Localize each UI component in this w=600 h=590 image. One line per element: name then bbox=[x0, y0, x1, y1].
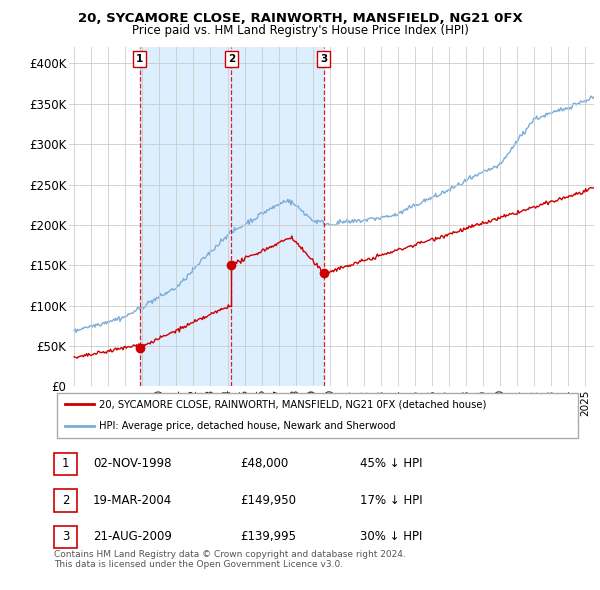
Text: 45% ↓ HPI: 45% ↓ HPI bbox=[360, 457, 422, 470]
Text: 17% ↓ HPI: 17% ↓ HPI bbox=[360, 494, 422, 507]
Text: 21-AUG-2009: 21-AUG-2009 bbox=[93, 530, 172, 543]
Text: 1: 1 bbox=[62, 457, 69, 470]
Bar bbox=[231, 47, 323, 386]
Text: 20, SYCAMORE CLOSE, RAINWORTH, MANSFIELD, NG21 0FX: 20, SYCAMORE CLOSE, RAINWORTH, MANSFIELD… bbox=[77, 12, 523, 25]
Text: £149,950: £149,950 bbox=[240, 494, 296, 507]
Text: 19-MAR-2004: 19-MAR-2004 bbox=[93, 494, 172, 507]
Text: 20, SYCAMORE CLOSE, RAINWORTH, MANSFIELD, NG21 0FX (detached house): 20, SYCAMORE CLOSE, RAINWORTH, MANSFIELD… bbox=[99, 399, 486, 409]
Text: HPI: Average price, detached house, Newark and Sherwood: HPI: Average price, detached house, Newa… bbox=[99, 421, 395, 431]
Text: 3: 3 bbox=[320, 54, 327, 64]
Text: 02-NOV-1998: 02-NOV-1998 bbox=[93, 457, 172, 470]
Text: 2: 2 bbox=[227, 54, 235, 64]
FancyBboxPatch shape bbox=[56, 393, 578, 438]
Text: 1: 1 bbox=[136, 54, 143, 64]
Text: 3: 3 bbox=[62, 530, 69, 543]
Text: 30% ↓ HPI: 30% ↓ HPI bbox=[360, 530, 422, 543]
Text: £48,000: £48,000 bbox=[240, 457, 288, 470]
Text: 2: 2 bbox=[62, 494, 69, 507]
Text: £139,995: £139,995 bbox=[240, 530, 296, 543]
Text: Price paid vs. HM Land Registry's House Price Index (HPI): Price paid vs. HM Land Registry's House … bbox=[131, 24, 469, 37]
Bar bbox=[140, 47, 231, 386]
Text: Contains HM Land Registry data © Crown copyright and database right 2024.
This d: Contains HM Land Registry data © Crown c… bbox=[54, 550, 406, 569]
